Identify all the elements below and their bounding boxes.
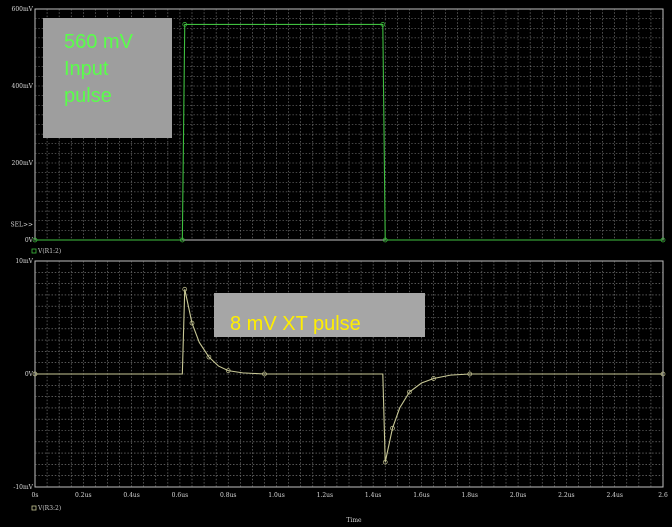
x-tick-label: 2.0us (510, 492, 527, 499)
crosstalk-pulse-point (390, 425, 395, 431)
input-pulse-point (382, 237, 388, 243)
top-y-tick-label: 0V (25, 237, 34, 244)
crosstalk-pulse-point (431, 376, 436, 381)
input-pulse-point (32, 237, 38, 243)
crosstalk-pulse-point (189, 320, 195, 326)
crosstalk-pulse-point (467, 371, 473, 377)
x-tick-label: 1.0us (268, 492, 285, 499)
crosstalk-pulse-point (382, 459, 388, 465)
x-tick-label: 1.4us (365, 492, 382, 499)
top-trace-marker (31, 248, 37, 254)
crosstalk-pulse-point (407, 389, 412, 395)
x-tick-label: 0s (32, 492, 39, 499)
input-pulse-annotation: 560 mV Input pulse (43, 18, 172, 138)
top-y-tick-label: SEL>> (10, 222, 33, 229)
crosstalk-pulse-point (32, 371, 38, 377)
bottom-trace-marker (31, 505, 37, 511)
top-y-tick-label: 400mV (12, 83, 34, 90)
x-tick-label: 0.2us (75, 492, 92, 499)
input-pulse-line (35, 23, 663, 241)
crosstalk-pulse-point (182, 286, 188, 292)
x-tick-label: 1.2us (317, 492, 334, 499)
bottom-y-tick-label: -10mV (13, 484, 33, 491)
top-trace-label: V(R1:2) (37, 248, 61, 255)
x-tick-label: 2.6 (658, 492, 668, 499)
input-pulse-annotation-line-3: pulse (64, 85, 112, 107)
input-pulse-point (182, 22, 188, 27)
crosstalk-pulse-point (262, 371, 267, 377)
input-pulse-point (179, 237, 185, 243)
crosstalk-pulse-point (206, 354, 212, 360)
bottom-trace-label: V(R3:2) (37, 505, 61, 512)
x-tick-label: 2.4us (606, 492, 623, 499)
x-tick-label: 2.2us (558, 492, 575, 499)
input-pulse-point (380, 22, 386, 27)
crosstalk-pulse-line (35, 289, 663, 463)
top-y-tick-label: 200mV (12, 160, 34, 167)
top-y-tick-label: 600mV (12, 6, 34, 13)
x-tick-label: 1.6us (413, 492, 430, 499)
crosstalk-pulse-point (660, 371, 666, 377)
x-tick-label: 0.4us (123, 492, 140, 499)
input-pulse-point (660, 237, 666, 243)
x-tick-label: 0.6us (172, 492, 189, 499)
x-tick-label: 0.8us (220, 492, 237, 499)
crosstalk-pulse-annotation-text: 8 mV XT pulse (230, 313, 361, 335)
bottom-y-tick-label: 10mV (15, 258, 33, 265)
x-tick-label: 1.8us (462, 492, 479, 499)
input-pulse-annotation-line-2: Input (64, 58, 109, 80)
x-axis-title: Time (346, 517, 362, 524)
crosstalk-pulse-annotation: 8 mV XT pulse (214, 293, 425, 337)
crosstalk-pulse-point (225, 368, 231, 373)
bottom-y-tick-label: 0V (25, 371, 34, 378)
input-pulse-annotation-line-1: 560 mV (64, 31, 133, 53)
